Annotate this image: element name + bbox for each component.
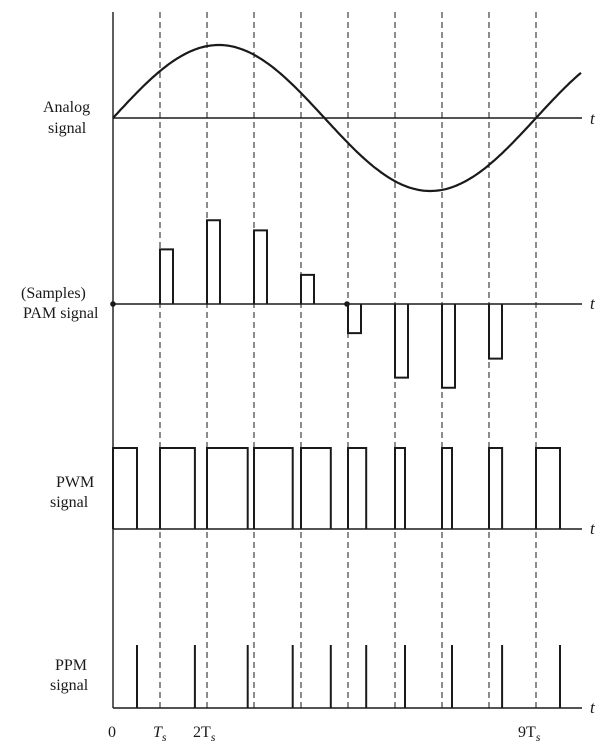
pwm-pulses [112,447,561,529]
analog-waveform [112,43,582,193]
pwm-label-line2: signal [50,494,89,511]
sampling-gridlines [159,12,537,708]
tick-ts: Ts [153,724,167,744]
pwm-pulse [159,447,196,529]
tick-zero: 0 [108,724,116,741]
pwm-pulse [300,447,332,529]
pam-panel: t (Samples) PAM signal [21,219,596,389]
tick-9ts-sub: s [536,730,541,744]
pwm-axis-t-label: t [590,519,596,538]
tick-9ts-main: 9T [518,724,536,741]
analog-label-line2: signal [48,120,87,137]
ppm-pulses [136,645,561,708]
pwm-panel: t PWM signal [50,447,596,538]
pwm-pulse [112,447,138,529]
pwm-pulse [441,447,453,529]
pam-origin-dot [110,301,116,307]
pam-pulse [394,304,409,379]
pwm-pulse [206,447,249,529]
tick-2ts-sub: s [211,730,216,744]
pam-pulse [159,248,174,304]
pwm-pulse [535,447,561,529]
pam-pulses [159,219,503,389]
ppm-label-line2: signal [50,677,89,694]
analog-axis-t-label: t [590,109,596,128]
pam-pulse [300,273,315,304]
ppm-label-line1: PPM [55,657,87,674]
pam-pulse [253,229,268,304]
analog-panel: t Analog signal [43,43,596,193]
pwm-pulse [394,447,406,529]
pam-pulse [488,304,503,360]
pam-label-line1: (Samples) [21,285,86,302]
pwm-pulse [347,447,368,529]
tick-ts-sub: s [162,730,167,744]
tick-2ts: 2Ts [193,724,216,744]
pam-pulse [347,304,362,335]
pwm-pulse [253,447,294,529]
analog-label-line1: Analog [43,99,90,116]
pam-pulse [441,304,456,389]
pam-pulse [206,219,221,304]
pam-label-line2: PAM signal [23,305,99,322]
ppm-panel: t PPM signal [50,645,596,717]
tick-2ts-main: 2T [193,724,211,741]
tick-9ts: 9Ts [518,724,541,744]
tick-ts-main: T [153,724,163,741]
pwm-label-line1: PWM [56,474,94,491]
time-tick-labels: 0 Ts 2Ts 9Ts [108,724,541,744]
pwm-pulse [488,447,504,529]
ppm-axis-t-label: t [590,698,596,717]
pam-axis-t-label: t [590,294,596,313]
